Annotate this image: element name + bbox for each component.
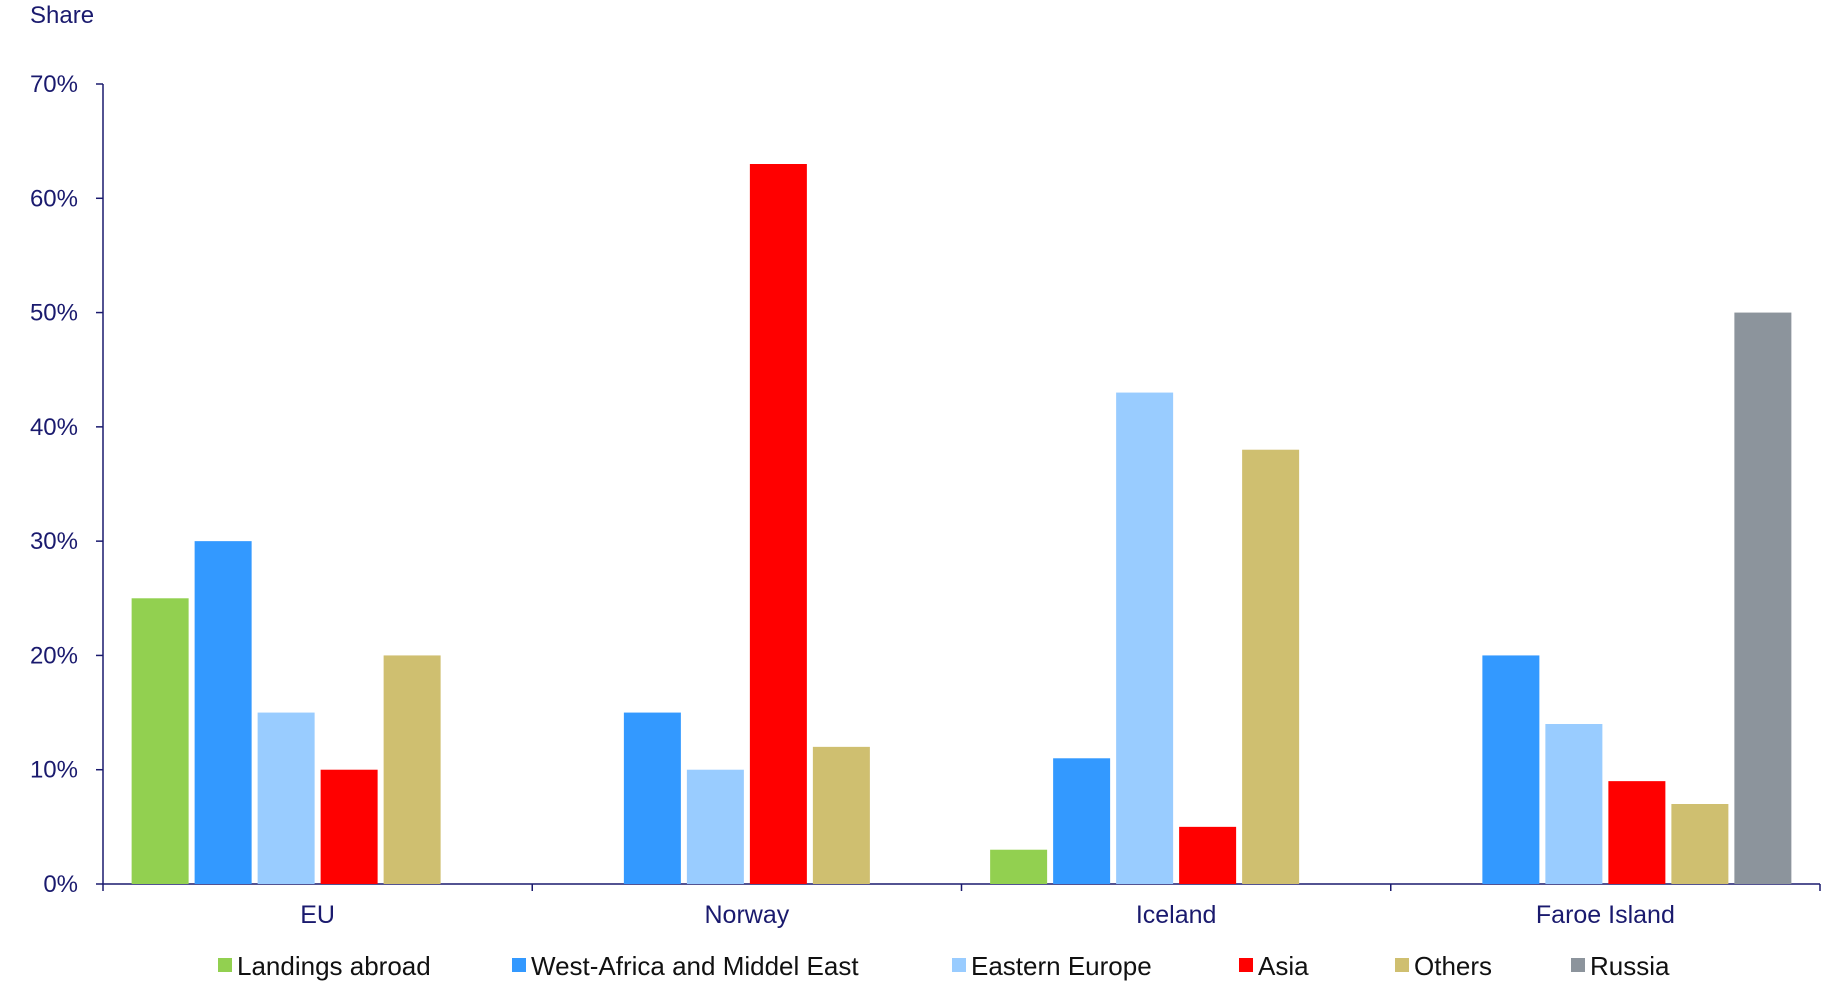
- bar-eu-asia: [320, 769, 378, 884]
- bar-norway-others: [812, 746, 870, 884]
- legend-item: Eastern Europe: [952, 951, 1152, 981]
- legend-item: Landings abroad: [218, 951, 431, 981]
- legend-label: Others: [1414, 951, 1492, 981]
- bar-iceland-landings-abroad: [990, 849, 1048, 884]
- legend-label: Landings abroad: [237, 951, 431, 981]
- bar-iceland-west-africa-and-middel-east: [1053, 758, 1111, 884]
- legend-item: Others: [1395, 951, 1492, 981]
- legend-item: West-Africa and Middel East: [512, 951, 859, 981]
- bars: [131, 164, 1792, 885]
- x-category-label: Iceland: [1136, 901, 1217, 929]
- legend-label: West-Africa and Middel East: [531, 951, 859, 981]
- x-category-label: Norway: [705, 901, 790, 929]
- bar-norway-asia: [749, 164, 807, 884]
- legend: Landings abroad West-Africa and Middel Ea…: [218, 951, 1670, 981]
- bar-iceland-asia: [1179, 826, 1237, 884]
- y-tick-label: 10%: [30, 757, 78, 784]
- bar-faroe-island-russia: [1734, 312, 1792, 885]
- x-category-label: Faroe Island: [1536, 901, 1675, 929]
- x-axis-labels: EU Norway Iceland Faroe Island: [300, 901, 1675, 929]
- y-tick-label: 20%: [30, 642, 78, 669]
- bar-iceland-others: [1242, 449, 1300, 884]
- legend-label: Russia: [1590, 951, 1670, 981]
- y-tick-label: 60%: [30, 185, 78, 212]
- bar-faroe-island-others: [1671, 804, 1729, 884]
- y-tick-label: 70%: [30, 71, 78, 98]
- legend-label: Asia: [1258, 951, 1309, 981]
- y-tick-label: 50%: [30, 300, 78, 327]
- legend-swatch: [1571, 958, 1585, 972]
- x-category-label: EU: [300, 901, 335, 929]
- legend-swatch: [1239, 958, 1253, 972]
- bar-eu-others: [383, 655, 441, 884]
- y-tick-label: 30%: [30, 528, 78, 555]
- legend-item: Asia: [1239, 951, 1309, 981]
- legend-label: Eastern Europe: [971, 951, 1152, 981]
- bar-eu-eastern-europe: [257, 712, 315, 884]
- y-axis-ticks: 0% 10% 20% 30% 40% 50% 60% 70%: [30, 71, 103, 898]
- bar-faroe-island-west-africa-and-middel-east: [1482, 655, 1540, 884]
- legend-swatch: [1395, 958, 1409, 972]
- bar-norway-west-africa-and-middel-east: [623, 712, 681, 884]
- legend-swatch: [218, 958, 232, 972]
- legend-item: Russia: [1571, 951, 1670, 981]
- bar-eu-west-africa-and-middel-east: [194, 541, 252, 884]
- y-tick-label: 0%: [43, 871, 78, 898]
- bar-faroe-island-asia: [1608, 781, 1666, 884]
- bar-norway-eastern-europe: [686, 769, 744, 884]
- bar-iceland-eastern-europe: [1116, 392, 1174, 884]
- bar-eu-landings-abroad: [131, 598, 189, 884]
- y-axis-title: Share: [30, 2, 94, 29]
- legend-swatch: [512, 958, 526, 972]
- y-tick-label: 40%: [30, 414, 78, 441]
- bar-faroe-island-eastern-europe: [1545, 724, 1603, 884]
- legend-swatch: [952, 958, 966, 972]
